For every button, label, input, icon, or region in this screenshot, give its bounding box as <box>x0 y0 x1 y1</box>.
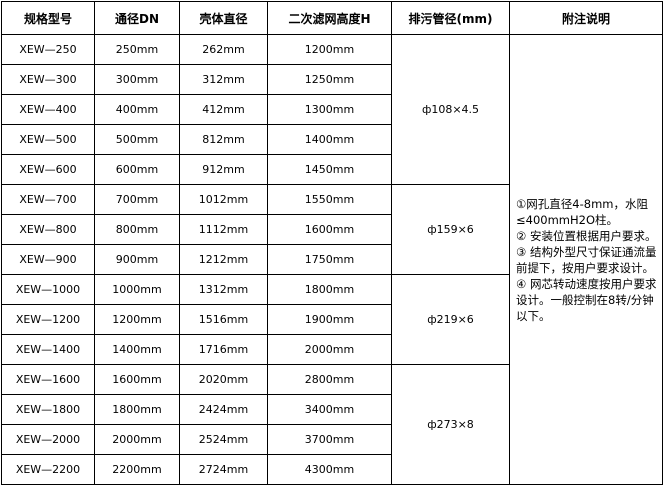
screen-height-cell: 1400mm <box>267 124 392 155</box>
dn-cell: 2000mm <box>94 424 180 455</box>
column-header: 附注说明 <box>509 1 663 35</box>
dn-cell: 500mm <box>94 124 180 155</box>
screen-height-cell: 2000mm <box>267 334 392 365</box>
table-row: XEW—800 800mm 1112mm 1600mm <box>1 214 663 245</box>
table-row: XEW—1800 1800mm 2424mm 3400mm <box>1 394 663 425</box>
table-row: XEW—1600 1600mm 2020mm 2800mm ф273×8 <box>1 364 663 485</box>
model-cell: XEW—1200 <box>1 304 95 335</box>
column-header: 规格型号 <box>1 1 95 35</box>
drain-diameter-cell: ф273×8 <box>391 364 510 485</box>
column-header: 二次滤网高度H <box>267 1 392 35</box>
dn-cell: 300mm <box>94 64 180 95</box>
screen-height-cell: 3700mm <box>267 424 392 455</box>
table-row: XEW—2000 2000mm 2524mm 3700mm <box>1 424 663 455</box>
shell-diameter-cell: 1112mm <box>179 214 268 245</box>
shell-diameter-cell: 312mm <box>179 64 268 95</box>
shell-diameter-cell: 2524mm <box>179 424 268 455</box>
note-item: ② 安装位置根据用户要求。 <box>516 228 657 243</box>
screen-height-cell: 1750mm <box>267 244 392 275</box>
dn-cell: 700mm <box>94 184 180 215</box>
dn-cell: 1800mm <box>94 394 180 425</box>
shell-diameter-cell: 912mm <box>179 154 268 185</box>
table-row: XEW—300 300mm 312mm 1250mm <box>1 64 663 95</box>
column-header: 壳体直径 <box>179 1 268 35</box>
screen-height-cell: 1600mm <box>267 214 392 245</box>
drain-diameter-cell: ф159×6 <box>391 184 510 275</box>
shell-diameter-cell: 262mm <box>179 34 268 65</box>
table-row: XEW—500 500mm 812mm 1400mm <box>1 124 663 155</box>
table-row: XEW—250 250mm 262mm 1200mm ф108×4.5 ①网孔直径4-8m… <box>1 34 663 485</box>
model-cell: XEW—400 <box>1 94 95 125</box>
column-header: 排污管径(mm) <box>391 1 510 35</box>
model-cell: XEW—1000 <box>1 274 95 305</box>
screen-height-cell: 1550mm <box>267 184 392 215</box>
screen-height-cell: 2800mm <box>267 364 392 395</box>
model-cell: XEW—600 <box>1 154 95 185</box>
shell-diameter-cell: 1212mm <box>179 244 268 275</box>
table-row: XEW—900 900mm 1212mm 1750mm <box>1 244 663 275</box>
dn-cell: 900mm <box>94 244 180 275</box>
column-header: 通径DN <box>94 1 180 35</box>
screen-height-cell: 3400mm <box>267 394 392 425</box>
drain-diameter-cell: ф219×6 <box>391 274 510 365</box>
model-cell: XEW—2000 <box>1 424 95 455</box>
dn-cell: 1200mm <box>94 304 180 335</box>
screen-height-cell: 4300mm <box>267 454 392 485</box>
note-item: ④ 网芯转动速度按用户要求设计。一般控制在8转/分钟以下。 <box>516 276 657 323</box>
model-cell: XEW—250 <box>1 34 95 65</box>
shell-diameter-cell: 1312mm <box>179 274 268 305</box>
model-cell: XEW—700 <box>1 184 95 215</box>
model-cell: XEW—1800 <box>1 394 95 425</box>
dn-cell: 250mm <box>94 34 180 65</box>
dn-cell: 400mm <box>94 94 180 125</box>
shell-diameter-cell: 1716mm <box>179 334 268 365</box>
screen-height-cell: 1300mm <box>267 94 392 125</box>
dn-cell: 1600mm <box>94 364 180 395</box>
table-row: XEW—600 600mm 912mm 1450mm <box>1 154 663 185</box>
shell-diameter-cell: 1516mm <box>179 304 268 335</box>
table-row: XEW—400 400mm 412mm 1300mm <box>1 94 663 125</box>
notes-cell: ①网孔直径4-8mm，水阻≤400mmH2O柱。 ② 安装位置根据用户要求。 ③ 结… <box>509 34 663 485</box>
table-row: XEW—700 700mm 1012mm 1550mm ф159×6 <box>1 184 663 275</box>
dn-cell: 600mm <box>94 154 180 185</box>
shell-diameter-cell: 2424mm <box>179 394 268 425</box>
dn-cell: 1000mm <box>94 274 180 305</box>
note-item: ①网孔直径4-8mm，水阻≤400mmH2O柱。 <box>516 196 648 227</box>
shell-diameter-cell: 1012mm <box>179 184 268 215</box>
dn-cell: 800mm <box>94 214 180 245</box>
dn-cell: 2200mm <box>94 454 180 485</box>
model-cell: XEW—500 <box>1 124 95 155</box>
model-cell: XEW—1400 <box>1 334 95 365</box>
model-cell: XEW—300 <box>1 64 95 95</box>
shell-diameter-cell: 412mm <box>179 94 268 125</box>
shell-diameter-cell: 2724mm <box>179 454 268 485</box>
model-cell: XEW—2200 <box>1 454 95 485</box>
screen-height-cell: 1800mm <box>267 274 392 305</box>
header-row: 规格型号 通径DN 壳体直径 二次滤网高度H 排污管径(mm) 附注说明 <box>1 1 663 35</box>
model-cell: XEW—900 <box>1 244 95 275</box>
dn-cell: 1400mm <box>94 334 180 365</box>
drain-diameter-cell: ф108×4.5 <box>391 34 510 185</box>
screen-height-cell: 1450mm <box>267 154 392 185</box>
shell-diameter-cell: 2020mm <box>179 364 268 395</box>
screen-height-cell: 1900mm <box>267 304 392 335</box>
table-row: XEW—2200 2200mm 2724mm 4300mm <box>1 454 663 485</box>
model-cell: XEW—1600 <box>1 364 95 395</box>
screen-height-cell: 1250mm <box>267 64 392 95</box>
model-cell: XEW—800 <box>1 214 95 245</box>
screen-height-cell: 1200mm <box>267 34 392 65</box>
note-item: ③ 结构外型尺寸保证通流量前提下，按用户要求设计。 <box>516 244 657 275</box>
table-row: XEW—1000 1000mm 1312mm 1800mm ф219×6 <box>1 274 663 365</box>
shell-diameter-cell: 812mm <box>179 124 268 155</box>
